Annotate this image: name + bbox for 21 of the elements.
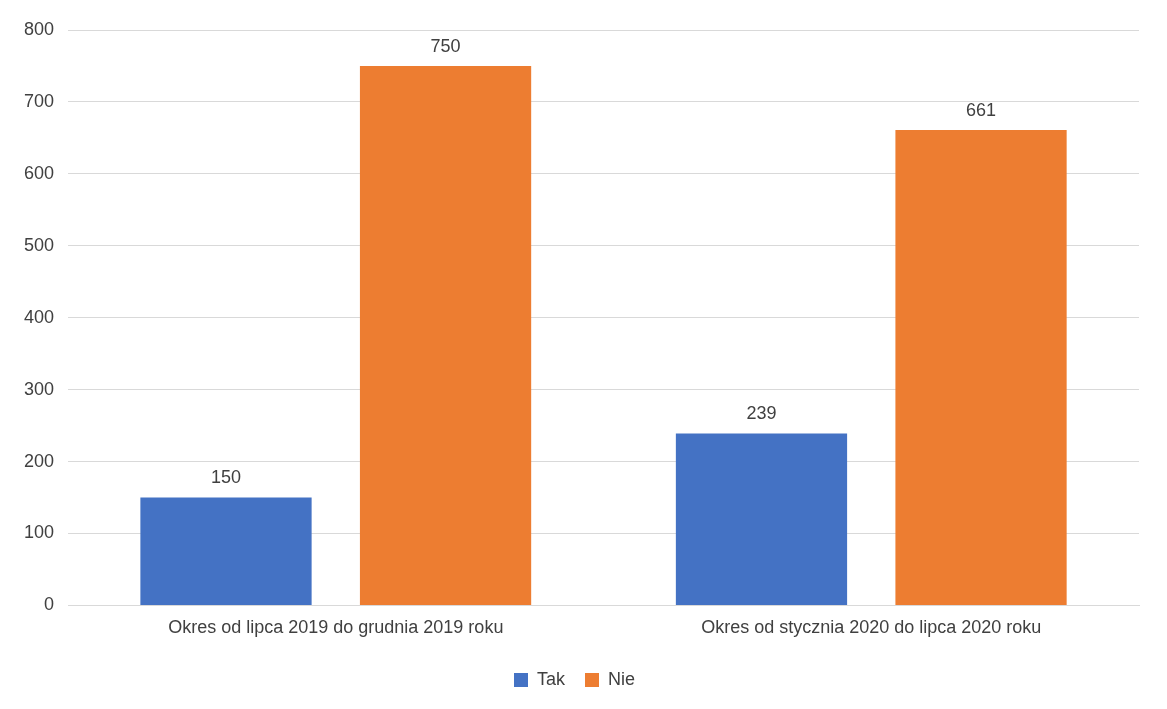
data-label: 239 [746,403,777,424]
legend-label: Nie [608,668,636,689]
data-label: 750 [430,35,461,56]
y-tick-label: 200 [23,450,55,471]
y-tick-label: 800 [23,18,55,39]
bar [895,129,1067,605]
y-tick-label: 600 [23,162,55,183]
data-label: 150 [210,467,242,488]
data-label: 661 [966,99,997,120]
y-tick-label: 400 [23,306,55,327]
y-tick-label: 300 [23,378,55,399]
y-tick-label: 700 [23,90,55,111]
bar [675,433,848,605]
y-tick-label: 0 [44,594,55,615]
y-tick-label: 500 [23,234,55,255]
bar [359,65,532,605]
x-tick-label: Okres od stycznia 2020 do lipca 2020 roku [701,617,1042,638]
legend-label: Tak [536,668,566,689]
x-tick-label: Okres od lipca 2019 do grudnia 2019 roku [168,617,504,638]
y-tick-label: 100 [23,522,55,543]
bar [140,497,312,605]
